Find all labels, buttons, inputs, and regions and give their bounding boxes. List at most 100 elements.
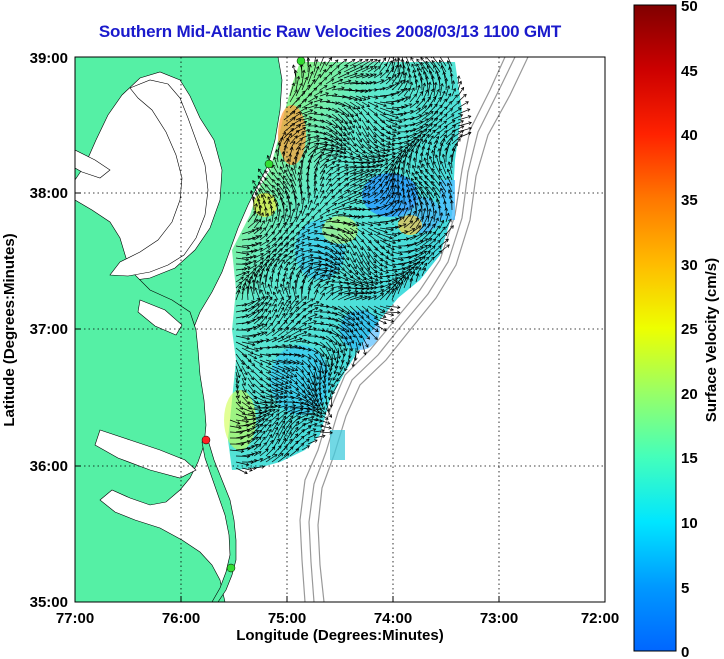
velocity-vector-head [445, 238, 449, 243]
velocity-vector-head [444, 125, 448, 130]
velocity-vector-head [260, 301, 264, 306]
velocity-vector-head [290, 270, 294, 275]
velocity-vector-head [418, 266, 422, 271]
velocity-vector-head [444, 147, 449, 151]
velocity-vector [307, 238, 319, 241]
velocity-vector [283, 215, 291, 229]
velocity-vector-head [273, 263, 278, 267]
velocity-vector [403, 262, 417, 271]
velocity-vector [313, 309, 323, 313]
velocity-vector-head [283, 319, 288, 323]
velocity-vector-head [338, 138, 343, 142]
velocity-vector [289, 395, 302, 401]
velocity-vector-head [335, 101, 339, 105]
velocity-vector [373, 305, 386, 313]
velocity-vector [247, 436, 259, 445]
velocity-vector-head [318, 155, 322, 160]
velocity-vector [241, 312, 255, 319]
velocity-vector [445, 142, 450, 157]
velocity-vector [319, 287, 327, 295]
velocity-vector-head [306, 165, 311, 169]
velocity-vector [343, 245, 349, 254]
velocity-vector-head [265, 267, 270, 272]
velocity-vector-head [303, 98, 307, 103]
colorbar-ticks: 50 45 40 35 30 25 20 15 10 5 0 [681, 0, 698, 659]
velocity-vector-head [323, 77, 328, 81]
velocity-vector-head [275, 396, 280, 401]
velocity-vector-head [290, 446, 294, 450]
velocity-vector-head [347, 197, 352, 201]
velocity-vector-head [269, 224, 274, 229]
velocity-vector-head [348, 96, 353, 101]
velocity-vector-head [360, 168, 364, 173]
velocity-vector [277, 412, 287, 421]
velocity-vector [379, 233, 393, 239]
velocity-vector-head [355, 222, 360, 227]
velocity-vector [343, 178, 356, 187]
velocity-vector [325, 153, 339, 157]
velocity-vector-head [351, 124, 355, 129]
velocity-vector-head [396, 178, 400, 182]
velocity-vector-head [256, 197, 261, 202]
velocity-vector [235, 413, 248, 419]
velocity-vector [341, 353, 345, 363]
velocity-vector [253, 436, 262, 445]
velocity-vector-head [309, 116, 313, 120]
x-tick-label: 72:00 [581, 610, 619, 627]
velocity-vector-head [353, 198, 358, 203]
velocity-vector-head [428, 70, 433, 74]
velocity-vector-head [274, 149, 279, 153]
velocity-vector-head [429, 103, 433, 108]
velocity-vector [451, 73, 453, 85]
velocity-vector-head [314, 313, 318, 317]
velocity-vector-head [321, 189, 325, 194]
velocity-vector [373, 190, 384, 199]
velocity-vector [265, 446, 276, 457]
velocity-vector [343, 155, 355, 160]
velocity-vector-head [271, 269, 275, 273]
velocity-vector-head [297, 177, 302, 182]
velocity-vector-head [365, 126, 369, 131]
velocity-vector-head [387, 243, 392, 247]
velocity-vector-head [339, 366, 343, 370]
velocity-vector [307, 389, 316, 402]
velocity-vector [319, 329, 333, 334]
velocity-vector-head [296, 313, 300, 317]
velocity-vector [397, 96, 408, 103]
velocity-vector [343, 125, 350, 136]
velocity-vector-head [253, 273, 258, 278]
velocity-vector-head [422, 207, 427, 212]
velocity-vector-head [374, 145, 379, 149]
velocity-vector-head [339, 78, 344, 83]
velocity-vector [403, 213, 411, 223]
velocity-vector [373, 184, 383, 193]
velocity-vector [429, 156, 435, 169]
velocity-vector [325, 183, 332, 193]
velocity-vector-head [271, 184, 276, 189]
velocity-vector [440, 161, 447, 175]
velocity-vector-head [360, 161, 364, 165]
velocity-vector [253, 274, 257, 289]
velocity-vector [259, 436, 266, 445]
velocity-vector-head [366, 200, 371, 204]
velocity-vector [295, 331, 307, 337]
velocity-vector [361, 113, 369, 123]
velocity-vector-head [354, 97, 358, 102]
velocity-vector-head [377, 169, 382, 173]
velocity-vector [361, 101, 370, 107]
velocity-vector-head [268, 408, 273, 413]
velocity-vector [403, 207, 409, 217]
velocity-vector-head [273, 454, 278, 458]
velocity-vector [373, 159, 385, 163]
velocity-vector-head [359, 260, 363, 265]
velocity-vector-head [390, 227, 394, 232]
velocity-vector [283, 300, 291, 313]
velocity-vector [271, 365, 286, 372]
velocity-vector [425, 186, 435, 199]
velocity-vector [349, 192, 362, 199]
velocity-vector [319, 131, 333, 138]
velocity-vector-head [256, 210, 260, 215]
velocity-vector-head [373, 66, 378, 70]
velocity-vector [328, 371, 333, 381]
velocity-vector [451, 148, 455, 163]
